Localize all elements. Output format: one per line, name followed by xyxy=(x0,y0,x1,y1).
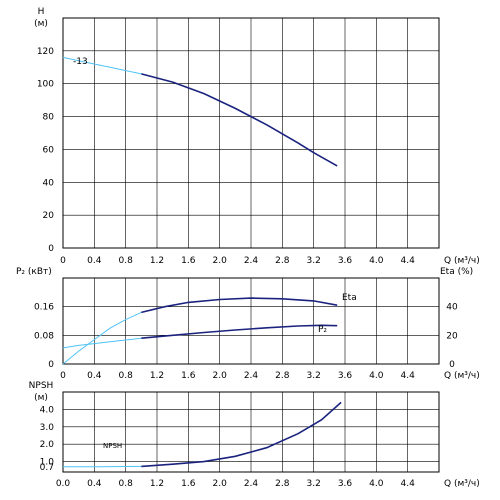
y-tick-label: 3.0 xyxy=(40,423,55,433)
y-tick-label: 0.08 xyxy=(34,331,54,341)
y-tick-label: 4.0 xyxy=(40,405,55,415)
y-tick-label: 0.16 xyxy=(34,303,54,313)
x-tick-label: 3.2 xyxy=(307,479,321,489)
x-tick-label: 4.4 xyxy=(401,256,416,266)
x-tick-label: 4.4 xyxy=(401,371,416,381)
y-tick-label: 60 xyxy=(43,145,55,155)
x-tick-label: 1.2 xyxy=(150,371,164,381)
x-tick-label: 4.4 xyxy=(401,479,416,489)
power-efficiency-chart-panel: 0 0.4 0.8 1.2 1.6 2.0 2.4 2.8 3.2 3.6 4.0 4.4 Q (м³/… xyxy=(16,267,480,381)
x-tick-label: 0 xyxy=(60,371,66,381)
x-axis-label: Q (м³/ч) xyxy=(444,371,480,381)
y-tick-label: 20 xyxy=(43,211,55,221)
x-tick-label: 1.6 xyxy=(181,371,196,381)
x-tick-label: 3.6 xyxy=(338,256,353,266)
plot-frame xyxy=(62,17,440,249)
x-tick-label: 0 xyxy=(60,256,66,266)
y-tick-label: 40 xyxy=(43,178,55,188)
y-axis-unit-label: (м) xyxy=(34,19,48,29)
x-tick-label: 2.8 xyxy=(275,256,290,266)
x-tick-label: 0.0 xyxy=(56,479,71,489)
x-tick-label: 2.0 xyxy=(213,371,228,381)
y-axis-label: P₂ (кВт) xyxy=(16,267,52,277)
series-label-npsh: NPSH xyxy=(103,442,122,450)
series-13-extension-line xyxy=(62,56,142,75)
plot-frame xyxy=(62,391,440,473)
x-axis-label: Q (м³/ч) xyxy=(444,479,480,489)
x-tick-label: 1.6 xyxy=(181,479,196,489)
x-tick-label: 0.8 xyxy=(119,371,134,381)
x-tick-label: 2.0 xyxy=(213,256,228,266)
plot-frame xyxy=(62,277,440,365)
series-label-13: -13 xyxy=(73,57,88,67)
y-tick-label: 0.7 xyxy=(40,463,54,473)
y-axis-label: H xyxy=(38,7,45,17)
x-tick-label: 4.0 xyxy=(369,371,384,381)
x-tick-label: 2.8 xyxy=(275,479,290,489)
y-tick-label: 1.0 xyxy=(40,458,55,468)
x-tick-label: 3.6 xyxy=(338,479,353,489)
series-npsh-line xyxy=(141,401,342,468)
y-tick-label: 100 xyxy=(37,80,54,90)
y-right-tick-label: 40 xyxy=(446,303,458,313)
x-tick-label: 0.4 xyxy=(87,479,102,489)
y-axis-label: NPSH xyxy=(29,381,54,391)
x-tick-label: 0.8 xyxy=(119,256,134,266)
y-tick-label: 0 xyxy=(48,360,54,370)
x-tick-label: 2.4 xyxy=(244,256,259,266)
y-right-tick-label: 0 xyxy=(449,360,455,370)
x-tick-label: 4.0 xyxy=(369,479,384,489)
y-tick-label: 80 xyxy=(43,113,55,123)
y-right-tick-label: 20 xyxy=(446,331,458,341)
series-p-extension-line xyxy=(62,337,142,349)
x-axis-label: Q (м³/ч) xyxy=(444,256,480,266)
x-tick-label: 3.2 xyxy=(307,371,321,381)
series-p-line xyxy=(141,324,338,339)
y-axis-unit-label: (м) xyxy=(34,393,48,403)
x-tick-label: 0.4 xyxy=(87,256,102,266)
npsh-chart-panel: 0.0 0.4 0.8 1.2 1.6 2.0 2.4 2.8 3.2 3.6 4.0 4.4 Q (м… xyxy=(29,381,480,489)
y-tick-label: 120 xyxy=(37,47,54,57)
x-tick-label: 3.2 xyxy=(307,256,321,266)
x-tick-label: 0.8 xyxy=(119,479,134,489)
y-tick-label: 2.0 xyxy=(40,440,55,450)
x-tick-label: 2.8 xyxy=(275,371,290,381)
x-tick-label: 1.2 xyxy=(150,479,164,489)
series-label-eta: Eta xyxy=(342,293,357,303)
x-tick-label: 4.0 xyxy=(369,256,384,266)
series-eta-line xyxy=(141,297,338,314)
x-tick-label: 1.2 xyxy=(150,256,164,266)
series-eta-extension-line xyxy=(62,311,142,365)
y-tick-label: 0 xyxy=(48,244,54,254)
x-tick-label: 2.4 xyxy=(244,479,259,489)
x-tick-label: 2.4 xyxy=(244,371,259,381)
y-right-axis-label: Eta (%) xyxy=(440,267,473,277)
head-chart-panel: 0 0.4 0.8 1.2 1.6 2.0 2.4 2.8 3.2 3.6 4.0 4.4 Q (м³/… xyxy=(34,7,480,266)
x-tick-label: 1.6 xyxy=(181,256,196,266)
x-tick-label: 0.4 xyxy=(87,371,102,381)
x-tick-label: 3.6 xyxy=(338,371,353,381)
series-label-p2: P₂ xyxy=(318,325,327,335)
series-13-line xyxy=(141,73,338,167)
x-tick-label: 2.0 xyxy=(213,479,228,489)
